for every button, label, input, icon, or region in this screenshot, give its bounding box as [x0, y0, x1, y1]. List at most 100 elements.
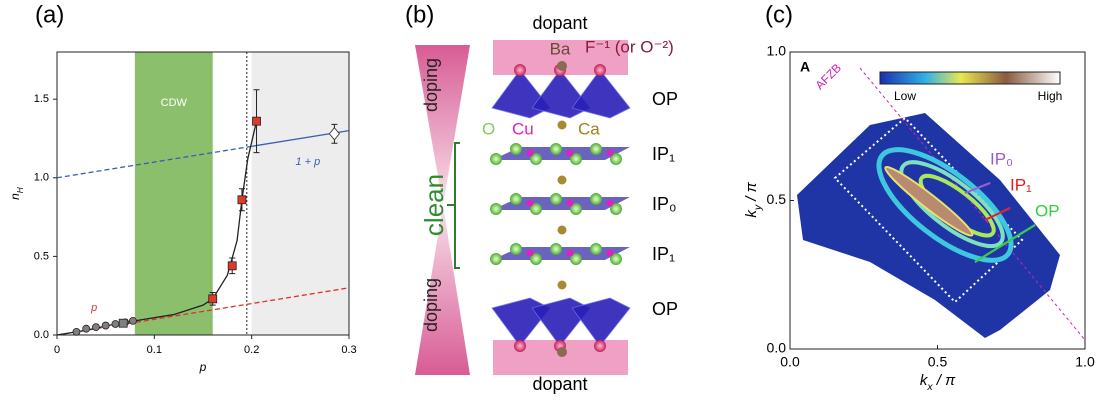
- apex-atom: [514, 64, 526, 76]
- o-atom: [570, 253, 582, 265]
- polyhedron: [571, 297, 631, 347]
- ca-atom: [557, 225, 567, 235]
- y-tick-label: 0.0: [767, 340, 787, 356]
- series-label: p: [90, 302, 97, 314]
- panel-a: (a) CDW 0 0.1 0.2 0.3 0.0 0.5 1.0 1.5 p nH 1 + p p: [8, 1, 356, 374]
- ba-label: Ba: [550, 39, 571, 58]
- fs-op: [876, 147, 1014, 263]
- cu-atom: [566, 199, 574, 207]
- layer-label: OP: [652, 89, 678, 109]
- y-tick-label: 0.0: [34, 329, 49, 341]
- layer-label: OP: [652, 299, 678, 319]
- layer-label: IP₁: [652, 244, 675, 264]
- spectral-map: [797, 113, 1060, 338]
- annotation: IP₀: [990, 149, 1013, 168]
- point: [82, 324, 91, 333]
- y-tick-label: 0.5: [34, 250, 49, 262]
- band: [134, 52, 213, 335]
- annotation: OP: [1035, 201, 1060, 220]
- cu-atom: [606, 249, 614, 257]
- arrow-op: [974, 224, 1036, 263]
- cu-atom: [606, 199, 614, 207]
- arrow-ip1: [984, 207, 1011, 221]
- point: [237, 195, 247, 205]
- fs-ip1: [899, 160, 1005, 249]
- colorbar: [879, 71, 1061, 85]
- cu-atom: [526, 149, 534, 157]
- y-axis-label: nH: [8, 186, 25, 200]
- point: [328, 127, 340, 141]
- x-tick-label: 0.2: [244, 344, 259, 356]
- plot-frame: [56, 51, 350, 336]
- o-atom: [570, 153, 582, 165]
- x-tick-label: 1.0: [1075, 354, 1095, 370]
- atom-label: Ca: [578, 119, 600, 138]
- point: [72, 327, 81, 336]
- x-tick-label: 0.0: [780, 354, 800, 370]
- point: [111, 320, 120, 328]
- ba-atom: [557, 347, 567, 357]
- colorbar-low: Low: [894, 89, 916, 103]
- side-label: doping: [421, 278, 441, 332]
- y-axis-label-part: n: [8, 193, 22, 200]
- o-atom: [570, 203, 582, 215]
- cu-atom: [526, 199, 534, 207]
- y-axis-label-part: / π: [743, 181, 760, 205]
- doping-wedge: [415, 205, 470, 375]
- o-atom: [550, 243, 562, 255]
- atom-label: Cu: [512, 119, 534, 138]
- layer-label: IP₀: [652, 194, 676, 214]
- x-axis-label-part: x: [926, 381, 933, 393]
- y-tick-label: 1.0: [767, 43, 787, 59]
- o-atom: [510, 143, 522, 155]
- point: [118, 318, 128, 328]
- arrow-ip0: [964, 182, 991, 194]
- ca-atom: [557, 120, 567, 130]
- cu-atom: [526, 249, 534, 257]
- doping-wedge: [415, 45, 470, 205]
- clean-bracket: [447, 142, 460, 269]
- polyhedron: [571, 69, 631, 119]
- point: [208, 294, 218, 304]
- ca-atom: [557, 280, 567, 290]
- x-tick-label: 0: [54, 344, 60, 356]
- o-atom: [550, 143, 562, 155]
- point: [129, 316, 137, 325]
- ba-atom: [557, 61, 567, 71]
- apex-atom: [514, 340, 526, 352]
- y-axis-label-part: H: [15, 186, 25, 193]
- o-atom: [530, 203, 542, 215]
- y-axis-label-part: k: [743, 209, 760, 218]
- band: [251, 52, 349, 335]
- band-label: CDW: [161, 97, 188, 109]
- o-atom: [610, 153, 622, 165]
- colorbar-high: High: [1038, 89, 1063, 103]
- o-atom: [610, 253, 622, 265]
- apex-atom: [594, 340, 606, 352]
- point: [92, 323, 100, 332]
- y-tick-label: 0.5: [767, 191, 787, 207]
- o-atom: [490, 253, 502, 265]
- crystal: [490, 61, 631, 357]
- o-atom: [550, 193, 562, 205]
- x-axis-label-part: k: [920, 372, 929, 389]
- apex-atom: [594, 64, 606, 76]
- y-tick-label: 1.0: [34, 172, 49, 184]
- o-atom: [490, 203, 502, 215]
- point: [227, 261, 237, 271]
- cu-atom: [566, 149, 574, 157]
- x-axis-label-part: / π: [933, 372, 957, 389]
- region-box: [833, 116, 1024, 304]
- layer-label: IP₁: [652, 144, 675, 164]
- cu-atom: [566, 249, 574, 257]
- x-tick-label: 0.1: [147, 344, 162, 356]
- y-tick-label: 1.5: [34, 93, 49, 105]
- y-axis-label-part: y: [752, 204, 764, 211]
- dopant-label: dopant: [532, 13, 587, 33]
- o-atom: [530, 153, 542, 165]
- o-atom: [590, 143, 602, 155]
- side-label: doping: [421, 58, 441, 112]
- o-atom: [490, 153, 502, 165]
- point: [252, 116, 261, 126]
- x-axis-label: kx / π: [920, 372, 956, 393]
